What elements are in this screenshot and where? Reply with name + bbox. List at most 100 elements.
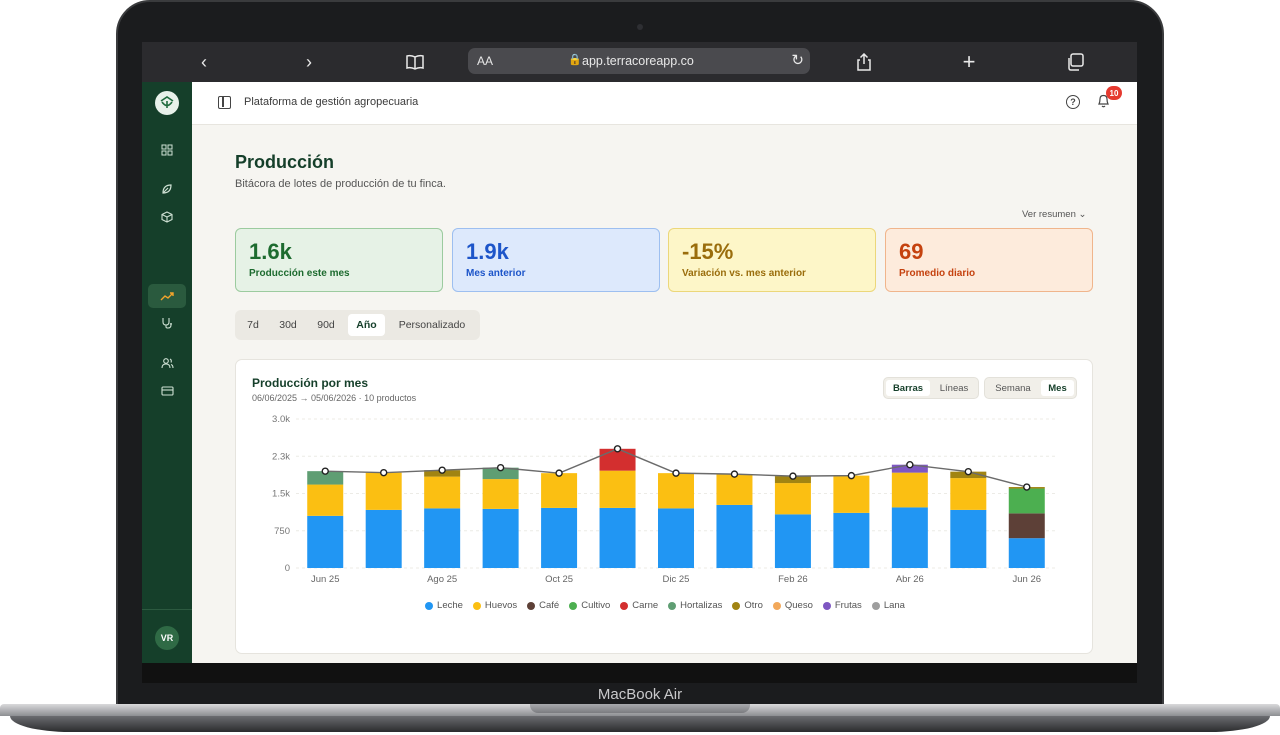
laptop-base <box>0 704 1280 735</box>
legend-item-frutas[interactable]: Frutas <box>822 600 862 611</box>
month-period-button[interactable]: Mes <box>1041 380 1074 396</box>
legend-label: Queso <box>784 600 813 611</box>
legend-item-otro[interactable]: Otro <box>732 600 763 611</box>
range-custom-button[interactable]: Personalizado <box>398 319 466 331</box>
x-tick-label: Ago 25 <box>427 574 457 585</box>
week-period-button[interactable]: Semana <box>995 382 1031 394</box>
legend-swatch <box>668 601 677 610</box>
total-point <box>672 469 680 477</box>
bar-segment-leche <box>424 508 461 568</box>
bell-icon[interactable] <box>1097 94 1110 111</box>
total-point <box>613 445 622 453</box>
app-topbar: Plataforma de gestión agropecuaria ? 10 <box>192 82 1137 125</box>
share-icon[interactable] <box>852 50 876 74</box>
legend-item-hortalizas[interactable]: Hortalizas <box>668 600 722 611</box>
dashboard-icon[interactable] <box>155 138 179 162</box>
chevron-down-icon: ⌄ <box>1078 209 1087 220</box>
kpi-label: Variación vs. mes anterior <box>682 268 806 279</box>
bars-view-button[interactable]: Barras <box>886 380 930 396</box>
legend-item-leche[interactable]: Leche <box>425 600 463 611</box>
date-range-selector: 7d 30d 90d Año Personalizado <box>235 310 480 340</box>
legend-label: Cultivo <box>581 600 611 611</box>
total-point <box>496 463 505 472</box>
range-90d-button[interactable]: 90d <box>317 319 335 331</box>
stethoscope-icon[interactable] <box>155 311 179 335</box>
kpi-card-current-month: 1.6k Producción este mes <box>235 228 443 292</box>
kpi-card-daily-average: 69 Promedio diario <box>885 228 1093 292</box>
avatar[interactable]: VR <box>155 626 179 650</box>
kpi-label: Producción este mes <box>249 268 350 279</box>
reload-icon[interactable]: ↻ <box>791 52 804 69</box>
new-tab-icon[interactable]: + <box>962 49 976 74</box>
bar-segment-huevos <box>424 476 461 509</box>
chart-title: Producción por mes <box>252 376 369 390</box>
legend-label: Hortalizas <box>680 600 723 611</box>
y-tick-label: 3.0k <box>272 414 290 425</box>
screen: ‹ › AA 🔒 app.terracoreapp.co ↻ + <box>142 42 1137 663</box>
range-30d-button[interactable]: 30d <box>279 319 297 331</box>
bottom-bezel <box>142 663 1137 683</box>
y-tick-label: 2.3k <box>272 451 290 462</box>
stacked-bar-chart: 0 750 1.5k 2.3k 3.0k Jun 25 Ago 25 Oct 25 Dic 25… <box>272 414 1056 585</box>
camera <box>637 24 643 30</box>
legend-swatch <box>472 601 481 610</box>
book-icon[interactable] <box>403 50 427 74</box>
tabs-overview-icon[interactable] <box>1063 50 1087 74</box>
bar-segment-leche <box>365 509 402 568</box>
bar-segment-huevos <box>365 472 402 510</box>
bar-segment-huevos <box>774 483 811 515</box>
bar-segment-leche <box>774 514 811 568</box>
browser-toolbar: ‹ › AA 🔒 app.terracoreapp.co ↻ + <box>142 42 1137 82</box>
total-point <box>964 467 973 476</box>
sidebar-toggle-icon[interactable] <box>218 96 231 109</box>
lines-view-button[interactable]: Líneas <box>939 382 969 394</box>
legend-label: Café <box>539 600 560 611</box>
lock-icon: 🔒 <box>568 54 582 66</box>
legend-label: Carne <box>632 600 659 611</box>
range-year-button[interactable]: Año <box>348 314 385 336</box>
summary-toggle[interactable]: Ver resumen ⌄ <box>1022 209 1086 220</box>
bar-segment-hortalizas <box>482 467 519 480</box>
bar-segment-leche <box>716 504 753 568</box>
bar-segment-carne <box>599 448 636 471</box>
legend-item-huevos[interactable]: Huevos <box>472 600 517 611</box>
legend-item-lana[interactable]: Lana <box>871 600 905 611</box>
bar-segment-huevos <box>950 478 987 510</box>
box-icon[interactable] <box>155 205 179 229</box>
legend-swatch <box>425 601 434 610</box>
legend-item-queso[interactable]: Queso <box>772 600 813 611</box>
forward-icon[interactable]: › <box>306 51 312 72</box>
legend-item-carne[interactable]: Carne <box>620 600 658 611</box>
legend-item-cultivo[interactable]: Cultivo <box>569 600 610 611</box>
kpi-value: 1.6k <box>249 239 292 264</box>
bar-segment-leche <box>482 508 519 568</box>
reader-aa-button[interactable]: AA <box>477 54 494 68</box>
sidebar-divider <box>142 609 192 610</box>
x-tick-label: Jun 26 <box>1013 574 1042 585</box>
app-logo-icon[interactable] <box>155 91 179 115</box>
bar-segment-huevos <box>307 484 344 516</box>
bar-segment-leche <box>833 512 870 568</box>
address-bar[interactable]: AA 🔒 app.terracoreapp.co ↻ <box>468 48 810 74</box>
bar-segment-leche <box>307 515 344 568</box>
url-text[interactable]: app.terracoreapp.co <box>582 54 694 68</box>
bar-segment-huevos <box>716 474 753 505</box>
bar-segment-café <box>1008 513 1045 539</box>
production-chart-card: Producción por mes 06/06/2025 → 05/06/20… <box>235 359 1093 654</box>
users-icon[interactable] <box>155 351 179 375</box>
kpi-label: Promedio diario <box>899 268 976 279</box>
legend-swatch <box>569 601 578 610</box>
card-icon[interactable] <box>155 379 179 403</box>
leaf-icon[interactable] <box>155 177 179 201</box>
x-tick-label: Abr 26 <box>896 574 924 585</box>
view-toggle: Barras Líneas <box>883 377 979 399</box>
production-trend-icon[interactable] <box>148 284 186 308</box>
back-icon[interactable]: ‹ <box>201 51 207 72</box>
total-point <box>906 460 914 469</box>
legend-item-café[interactable]: Café <box>527 600 559 611</box>
chart-legend: Leche Huevos Café Cultivo Carne Hortalizas Otr… <box>236 600 1094 611</box>
bar-segment-leche <box>1008 538 1045 568</box>
help-icon[interactable]: ? <box>1066 95 1080 109</box>
range-7d-button[interactable]: 7d <box>247 319 259 331</box>
legend-label: Lana <box>883 600 905 611</box>
